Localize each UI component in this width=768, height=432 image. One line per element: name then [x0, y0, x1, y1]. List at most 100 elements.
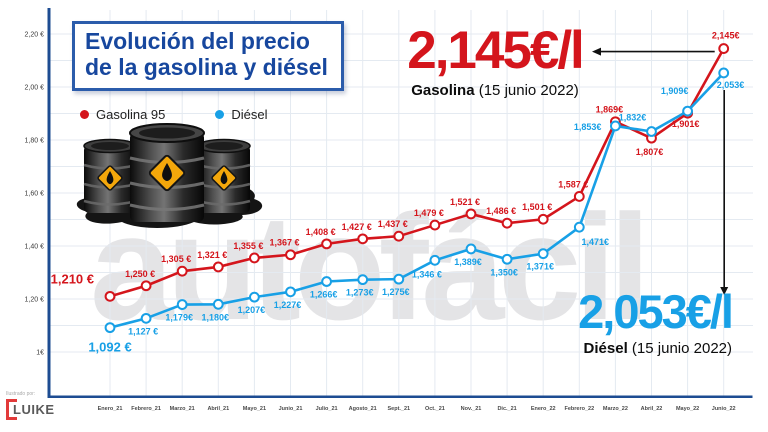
gasolina-line	[109, 47, 725, 298]
data-point-label: 1,853€	[574, 122, 602, 132]
data-point-marker	[104, 290, 116, 302]
data-point-label: 1,127 €	[128, 326, 158, 336]
data-point-label: 1,350€	[490, 267, 518, 277]
diesel-caption-name: Diésel	[583, 340, 628, 357]
x-tick-label: Febrero_22	[564, 406, 594, 412]
data-point-marker	[718, 43, 730, 54]
data-point-label: 1,901€	[672, 119, 700, 129]
oil-drop-icon	[106, 171, 114, 185]
data-point-label: 2,053€	[717, 80, 745, 90]
legend-item-diesel: Diésel	[215, 107, 268, 122]
x-tick-label: Julio_21	[316, 406, 338, 412]
x-axis-line	[47, 395, 753, 398]
data-point-label: 1,437 €	[378, 219, 408, 229]
gasolina-dot-icon	[80, 110, 89, 119]
data-point-marker	[537, 248, 549, 260]
chart-title-line1: Evolución del precio	[85, 28, 310, 54]
data-point-label: 1,486 €	[486, 206, 516, 216]
data-point-marker	[573, 221, 585, 233]
data-point-label: 1,179€	[165, 313, 193, 323]
data-point-marker	[646, 126, 657, 137]
gasolina-peak-price: 2,145€/l	[407, 21, 585, 80]
data-point-marker	[285, 286, 296, 298]
arrow-left-head-icon	[592, 47, 601, 56]
data-point-label: 1,367 €	[269, 238, 299, 248]
data-point-marker	[393, 230, 405, 242]
data-point-marker	[285, 249, 296, 261]
x-tick-label: Marzo_22	[603, 406, 628, 412]
oil-barrels-illustration	[76, 123, 263, 228]
data-point-label: 1,273€	[346, 288, 374, 298]
y-tick-label: 2,20 €	[25, 32, 45, 39]
data-point-marker	[104, 322, 116, 334]
publisher-credit: Ilustrado por: LUIKE	[6, 391, 55, 420]
diesel-caption-date: (15 junio 2022)	[631, 340, 732, 357]
data-point-marker	[249, 252, 260, 264]
data-point-label: 1,408 €	[306, 227, 336, 237]
data-point-marker	[212, 298, 224, 310]
data-point-label: 1,521 €	[450, 197, 480, 207]
data-point-marker	[429, 254, 441, 266]
x-tick-label: Nov._21	[461, 406, 482, 412]
data-point-marker	[393, 273, 405, 285]
data-point-marker	[537, 213, 549, 225]
legend-item-gasolina: Gasolina 95	[80, 107, 165, 122]
x-tick-label: Agosto_21	[349, 406, 377, 412]
data-point-marker	[212, 261, 224, 273]
x-tick-label: Mayo_22	[676, 406, 699, 412]
y-axis-line	[47, 8, 51, 398]
legend: Gasolina 95 Diésel	[80, 107, 318, 122]
data-point-label: 1,207€	[238, 305, 266, 315]
data-point-marker	[357, 274, 369, 286]
y-tick-label: 1,80 €	[25, 138, 45, 145]
x-tick-label: Junio_21	[279, 406, 303, 412]
data-point-marker	[501, 217, 513, 229]
data-point-marker	[465, 243, 477, 255]
y-tick-label: 1,40 €	[25, 244, 45, 251]
data-point-marker	[610, 120, 621, 132]
data-point-marker	[321, 238, 333, 250]
gasolina-callout-caption: Gasolina (15 junio 2022)	[366, 83, 624, 98]
data-point-label: 1,832€	[619, 113, 647, 123]
data-point-label: 1,266€	[310, 290, 338, 300]
data-point-label: 1,427 €	[342, 222, 372, 232]
data-point-label: 1,227€	[274, 300, 302, 310]
credit-label: Ilustrado por:	[6, 391, 36, 397]
luike-bracket-icon	[6, 399, 17, 420]
data-point-marker	[682, 105, 693, 117]
gasolina-callout: 2,145€/l Gasolina (15 junio 2022)	[366, 24, 624, 98]
data-point-label: 1,869€	[596, 105, 624, 115]
data-point-label: 1,250 €	[125, 269, 155, 279]
data-point-label: 1,909€	[661, 86, 689, 96]
data-point-label: 1,501 €	[522, 202, 552, 212]
data-point-label: 1,587 €	[558, 179, 588, 189]
chart-title: Evolución del precio de la gasolina y di…	[72, 21, 344, 91]
oil-drop-icon	[162, 163, 172, 181]
barrel-center	[129, 123, 205, 222]
diesel-dot-icon	[215, 110, 225, 119]
x-tick-label: Enero_21	[98, 406, 123, 412]
luike-logo: LUIKE	[6, 399, 55, 420]
y-tick-label: 1€	[36, 350, 44, 357]
diesel-peak-price: 2,053€/l	[578, 285, 734, 338]
luike-logo-text: LUIKE	[13, 402, 55, 417]
x-tick-label: Febrero_21	[131, 406, 161, 412]
data-point-marker	[357, 233, 369, 245]
diesel-callout: 2,053€/l Diésel (15 junio 2022)	[510, 285, 734, 357]
data-point-marker	[465, 208, 477, 220]
x-tick-label: Dic._21	[497, 406, 516, 412]
y-tick-label: 1,20 €	[25, 297, 45, 304]
data-point-marker	[140, 280, 152, 292]
legend-label-gasolina: Gasolina 95	[96, 107, 166, 122]
data-point-label: 1,371€	[526, 262, 554, 272]
chart-title-line2: de la gasolina y diésel	[85, 53, 328, 80]
x-tick-label: Sept._21	[387, 406, 410, 412]
diesel-line	[109, 72, 725, 329]
x-tick-label: Abril_22	[641, 406, 663, 412]
data-point-label: 1,210 €	[51, 271, 94, 286]
legend-label-diesel: Diésel	[231, 107, 268, 122]
x-tick-label: Mayo_21	[243, 406, 266, 412]
data-point-label: 1,092 €	[88, 340, 131, 355]
data-point-label: 1,471€	[582, 237, 610, 247]
